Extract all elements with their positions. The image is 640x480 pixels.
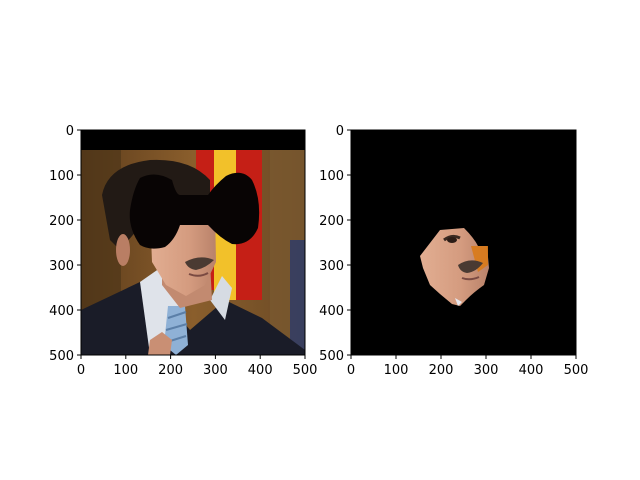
x-tick-label: 100	[113, 363, 138, 378]
x-tick-label: 100	[384, 363, 409, 378]
x-tick-label: 500	[564, 363, 589, 378]
x-tick-label: 0	[77, 363, 85, 378]
y-tick-label: 300	[319, 259, 344, 274]
y-tick-label: 100	[49, 169, 74, 184]
right-axes-frame	[350, 129, 577, 356]
y-tick-label: 300	[49, 259, 74, 274]
y-tick-label: 500	[49, 349, 74, 364]
x-tick-label: 400	[519, 363, 544, 378]
y-tick-label: 200	[319, 214, 344, 229]
y-tick-label: 0	[66, 124, 74, 139]
y-tick-label: 0	[336, 124, 344, 139]
x-tick-label: 200	[429, 363, 454, 378]
y-tick-label: 500	[319, 349, 344, 364]
x-tick-label: 500	[293, 363, 318, 378]
right-image-panel	[350, 129, 577, 356]
x-tick-label: 200	[158, 363, 183, 378]
left-image-panel	[80, 129, 306, 356]
segmented-face-region	[420, 228, 489, 306]
x-tick-label: 300	[203, 363, 228, 378]
y-tick-label: 100	[319, 169, 344, 184]
x-tick-label: 300	[474, 363, 499, 378]
x-tick-label: 0	[347, 363, 355, 378]
y-tick-label: 400	[49, 304, 74, 319]
photo-masked-image	[81, 130, 305, 355]
y-tick-label: 200	[49, 214, 74, 229]
left-axes-frame	[80, 129, 306, 356]
x-tick-label: 400	[248, 363, 273, 378]
y-tick-label: 400	[319, 304, 344, 319]
